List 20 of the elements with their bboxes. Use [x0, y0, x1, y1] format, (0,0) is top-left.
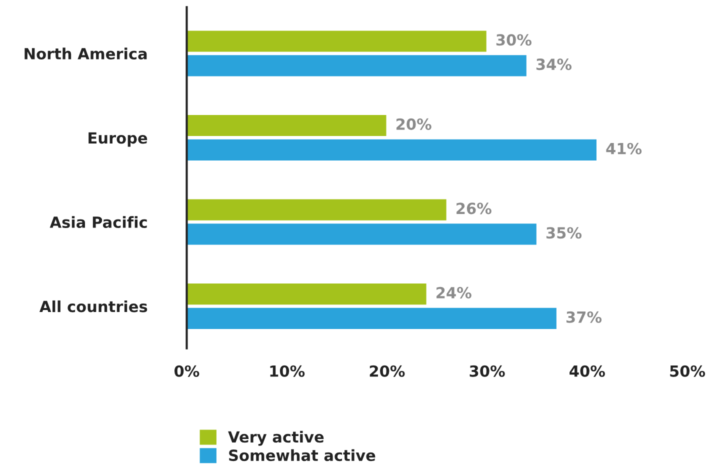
x-tick-label: 20% — [370, 365, 405, 377]
data-label: 37% — [566, 311, 602, 323]
x-tick-label: 0% — [174, 365, 200, 377]
data-label: 24% — [436, 286, 472, 298]
x-tick-label: 40% — [570, 365, 605, 377]
x-tick-label: 30% — [470, 365, 505, 377]
y-tick-label: All countries — [39, 300, 148, 312]
data-label: 34% — [536, 58, 572, 70]
y-tick-label: Europe — [88, 132, 148, 147]
legend-label: Very active — [228, 430, 324, 446]
y-tick-label: Asia Pacific — [50, 216, 147, 228]
x-tick-label: 50% — [670, 365, 706, 377]
y-tick-label: North America — [24, 48, 147, 60]
data-label: 41% — [606, 142, 642, 154]
legend-label: Somewhat active — [229, 449, 376, 462]
data-label: 30% — [496, 34, 532, 46]
data-label: 35% — [546, 227, 582, 239]
data-label: 20% — [396, 118, 432, 130]
data-label: 26% — [456, 202, 492, 214]
x-tick-label: 10% — [270, 365, 305, 377]
